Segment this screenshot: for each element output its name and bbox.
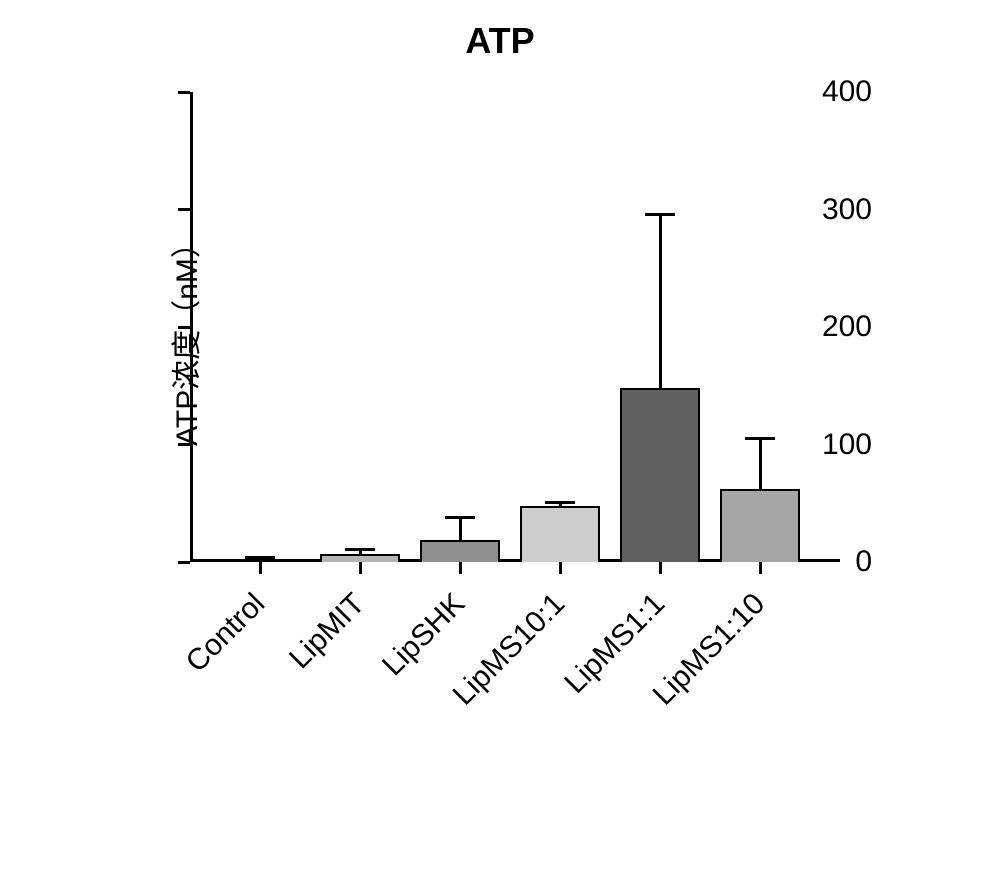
error-bar-cap (645, 213, 675, 216)
y-tick (178, 443, 190, 446)
y-tick (178, 561, 190, 564)
bar (620, 388, 700, 562)
x-tick (359, 562, 362, 574)
error-bar (759, 439, 762, 490)
x-tick (559, 562, 562, 574)
error-bar-cap (745, 437, 775, 440)
bar (520, 506, 600, 562)
bar (320, 554, 400, 562)
y-tick (178, 91, 190, 94)
y-tick-label: 400 (792, 75, 872, 109)
y-tick-label: 0 (792, 545, 872, 579)
y-tick-label: 100 (792, 428, 872, 462)
y-tick (178, 326, 190, 329)
y-tick (178, 208, 190, 211)
error-bar-cap (245, 556, 275, 559)
x-tick (659, 562, 662, 574)
error-bar (459, 517, 462, 539)
y-tick-label: 300 (792, 193, 872, 227)
error-bar-cap (545, 501, 575, 504)
x-tick (259, 562, 262, 574)
y-tick-label: 200 (792, 310, 872, 344)
bar (420, 540, 500, 562)
x-tick (759, 562, 762, 574)
error-bar-cap (445, 516, 475, 519)
error-bar-cap (345, 548, 375, 551)
bar (720, 489, 800, 562)
plot-region: ATP浓度（nM） 0100200300400 ControlLipMITLip… (190, 92, 890, 582)
error-bar (659, 214, 662, 388)
x-tick (459, 562, 462, 574)
y-axis-label: ATP浓度（nM） (162, 228, 206, 446)
chart-title: ATP (50, 20, 950, 62)
chart-container: ATP ATP浓度（nM） 0100200300400 ControlLipMI… (50, 20, 950, 850)
